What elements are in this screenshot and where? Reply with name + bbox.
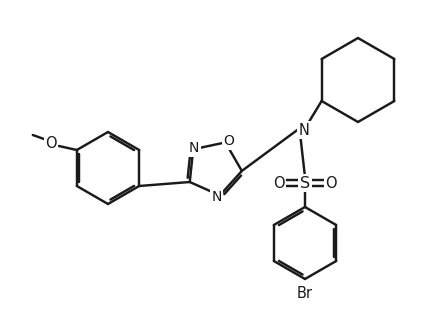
Text: N: N xyxy=(188,141,199,155)
Text: N: N xyxy=(298,122,309,138)
Text: Br: Br xyxy=(296,286,312,300)
Text: O: O xyxy=(45,136,56,150)
Text: S: S xyxy=(299,176,309,191)
Text: O: O xyxy=(273,176,284,191)
Text: O: O xyxy=(223,134,233,148)
Text: N: N xyxy=(211,190,221,204)
Text: O: O xyxy=(325,176,336,191)
